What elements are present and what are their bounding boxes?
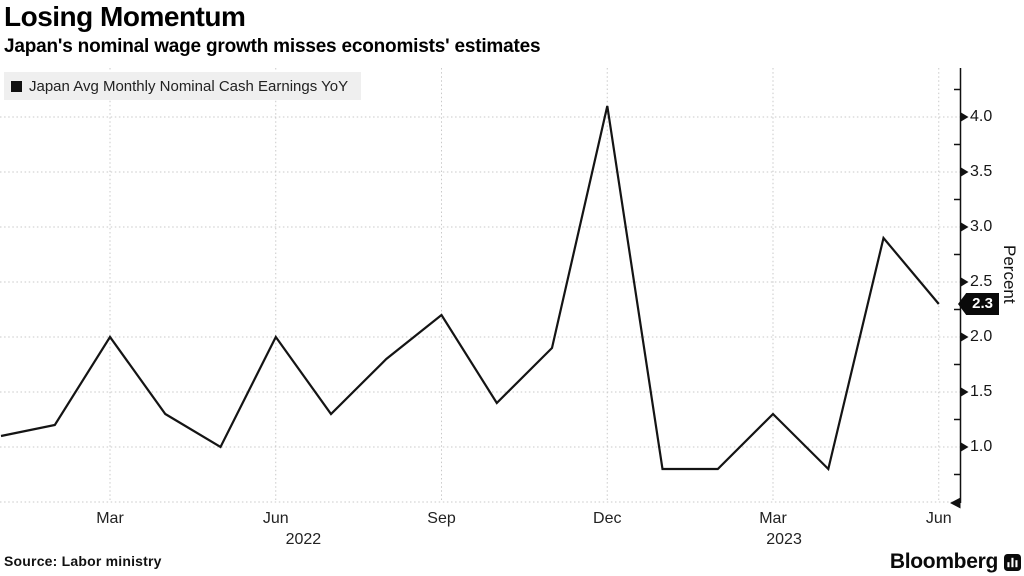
x-tick-label: Jun: [925, 510, 952, 527]
y-tick-label: 2.0: [970, 328, 993, 345]
x-tick-label: Mar: [759, 510, 787, 527]
y-axis-title: Percent: [1000, 245, 1019, 304]
y-tick-label: 1.5: [970, 383, 993, 400]
page-title: Losing Momentum: [4, 1, 246, 32]
legend-square-icon: [11, 80, 22, 92]
x-tick-label: Dec: [593, 510, 622, 527]
y-tick-label: 3.5: [970, 163, 993, 180]
last-value-tag: 2.3: [958, 293, 999, 315]
x-year-label: 2023: [766, 531, 802, 548]
bloomberg-terminal-icon: [1004, 553, 1021, 571]
bloomberg-logo-text: Bloomberg: [889, 550, 998, 573]
series-line: [0, 105, 940, 472]
y-major-tick-icon: [961, 387, 969, 397]
y-major-tick-icon: [961, 112, 969, 122]
y-major-tick-icon: [961, 442, 969, 452]
y-major-tick-icon: [961, 222, 969, 232]
bloomberg-logo: Bloomberg: [890, 550, 1021, 574]
x-tick-label: Jun: [262, 510, 289, 527]
x-year-label: 2022: [285, 531, 322, 548]
y-major-tick-icon: [961, 277, 969, 287]
y-major-tick-icon: [961, 332, 969, 342]
y-tick-label: 1.0: [970, 438, 993, 455]
x-tick-label: Sep: [427, 510, 456, 527]
y-tick-label: 4.0: [970, 108, 993, 125]
y-major-tick-icon: [961, 167, 969, 177]
y-tick-label: 2.5: [970, 273, 993, 290]
legend: Japan Avg Monthly Nominal Cash Earnings …: [4, 72, 362, 100]
x-tick-label: Mar: [96, 510, 124, 527]
page-subtitle: Japan's nominal wage growth misses econo…: [4, 36, 541, 57]
source-note: Source: Labor ministry: [4, 553, 162, 569]
legend-label: Japan Avg Monthly Nominal Cash Earnings …: [29, 77, 349, 95]
axis-arrow-icon: [950, 497, 961, 509]
chart-header: Losing Momentum Japan's nominal wage gro…: [4, 0, 541, 59]
y-tick-label: 3.0: [970, 218, 993, 235]
